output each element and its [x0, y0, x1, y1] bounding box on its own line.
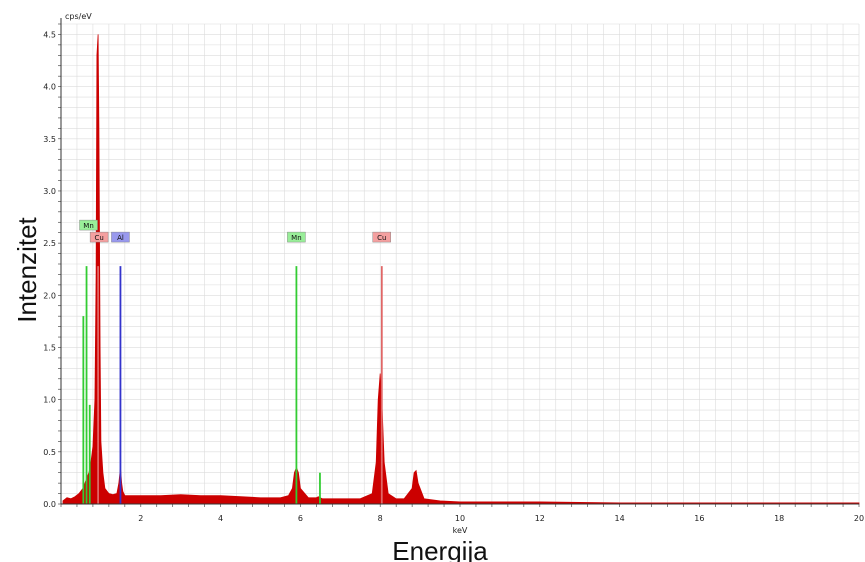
y-unit-label: cps/eV: [65, 12, 92, 21]
axes: [58, 18, 860, 507]
marker-label-box-al: [111, 231, 130, 243]
x-tick-label: 14: [615, 514, 625, 523]
x-tick-label: 20: [854, 514, 864, 523]
x-tick-label: 8: [378, 514, 383, 523]
y-tick-label: 4.5: [43, 30, 56, 39]
y-tick-label: 0.0: [43, 500, 56, 509]
x-tick-label: 10: [455, 514, 465, 523]
marker-label-al: Al: [117, 234, 124, 242]
spectrum: [62, 34, 860, 505]
marker-label-box-cu: [89, 231, 109, 243]
x-tick-label: 6: [298, 514, 303, 523]
y-axis-title: Intenzitet: [12, 216, 42, 322]
x-tick-label: 18: [774, 514, 784, 523]
marker-label-box-cu: [372, 231, 391, 243]
x-tick-label: 16: [694, 514, 704, 523]
spectrum-area: [62, 34, 860, 505]
marker-label-mn: Mn: [83, 222, 93, 230]
marker-label-mn: Mn: [291, 234, 301, 242]
x-axis-title: Energija: [392, 536, 488, 562]
y-tick-label: 2.5: [43, 239, 56, 248]
marker-label-box-mn: [287, 231, 306, 243]
y-tick-label: 4.0: [43, 83, 56, 92]
grid: [60, 23, 860, 505]
y-tick-label: 2.0: [43, 291, 56, 300]
y-tick-label: 1.0: [43, 396, 56, 405]
x-tick-label: 4: [218, 514, 223, 523]
marker-label-box-mn: [79, 219, 98, 231]
y-tick-label: 0.5: [43, 448, 56, 457]
tick-labels: 2 4 6 8 10 12 14 16 18 20 0.0 0.5 1.0 1.5 2.0 2.5 3.0 3.5…: [43, 30, 864, 523]
y-tick-label: 3.5: [43, 135, 56, 144]
x-tick-label: 12: [535, 514, 545, 523]
marker-label-cu: Cu: [377, 234, 386, 242]
y-tick-label: 3.0: [43, 187, 56, 196]
y-tick-label: 1.5: [43, 343, 56, 352]
x-tick-label: 2: [138, 514, 143, 523]
marker-label-cu: Cu: [94, 234, 103, 242]
x-unit-label: keV: [453, 526, 468, 535]
